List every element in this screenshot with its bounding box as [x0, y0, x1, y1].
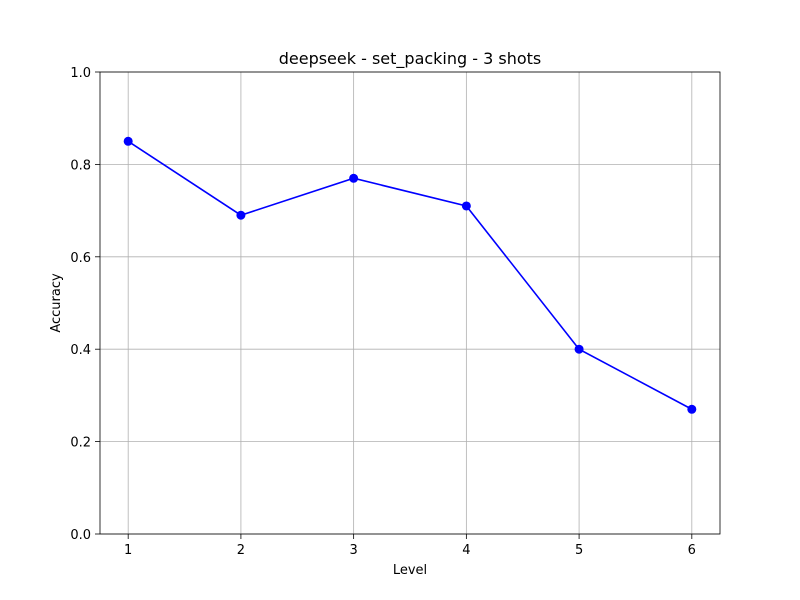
y-tick-label: 0.2: [70, 436, 91, 451]
data-point: [123, 136, 133, 146]
y-tick-label: 0.0: [70, 528, 91, 543]
y-tick-label: 0.4: [70, 343, 91, 358]
x-tick-label: 2: [237, 543, 245, 558]
y-axis-label: Accuracy: [49, 273, 64, 333]
x-tick-label: 4: [462, 543, 470, 558]
data-point: [236, 210, 246, 220]
chart-title: deepseek - set_packing - 3 shots: [279, 49, 542, 69]
x-axis-ticks: 1 2 3 4 5 6: [124, 534, 696, 558]
grid-lines: [100, 71, 720, 535]
x-tick-label: 3: [349, 543, 357, 558]
x-tick-label: 6: [688, 543, 696, 558]
series-layer: [123, 136, 697, 414]
x-tick-label: 5: [575, 543, 583, 558]
y-tick-label: 1.0: [70, 66, 91, 81]
data-point: [349, 173, 359, 183]
y-axis-ticks: 0.0 0.2 0.4 0.6 0.8 1.0: [70, 66, 100, 543]
data-point: [687, 404, 697, 414]
data-point: [461, 201, 471, 211]
x-tick-label: 1: [124, 543, 132, 558]
series-line: [127, 140, 693, 410]
x-axis-label: Level: [393, 563, 427, 578]
data-point: [574, 344, 584, 354]
y-tick-label: 0.6: [70, 251, 91, 266]
plot-area-frame: [99, 71, 721, 535]
y-tick-label: 0.8: [70, 158, 91, 173]
